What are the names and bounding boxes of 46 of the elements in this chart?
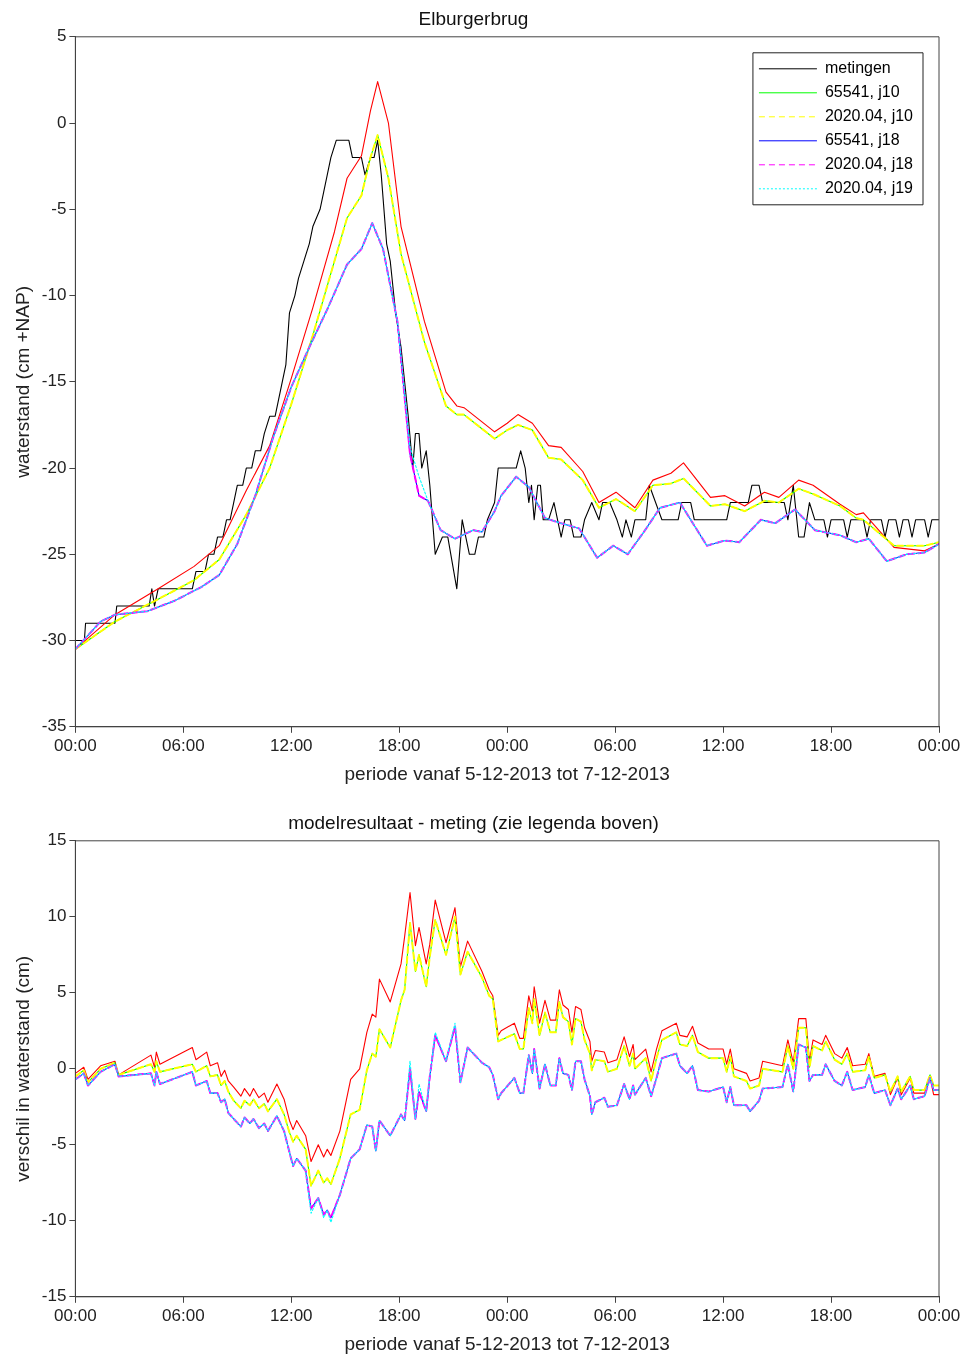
y-tick-label: -25 xyxy=(41,543,67,563)
x-tick-label: 06:00 xyxy=(593,1305,637,1325)
x-tick-label: 12:00 xyxy=(701,735,745,755)
legend-label: 2020.04, j10 xyxy=(824,107,914,125)
x-tick-label: 12:00 xyxy=(270,1305,313,1325)
x-tick-label: 18:00 xyxy=(809,735,853,755)
y-axis-title: verschil in waterstand (cm) xyxy=(11,955,33,1182)
y-tick-label: -5 xyxy=(51,1134,67,1154)
y-axis-title: waterstand (cm +NAP) xyxy=(11,285,33,479)
x-axis-title: periode vanaf 5-12-2013 tot 7-12-2013 xyxy=(344,762,670,784)
legend-label: 65541, j18 xyxy=(824,131,900,149)
y-tick-label: -15 xyxy=(41,1286,67,1306)
legend-label: 2020.04, j19 xyxy=(824,179,914,197)
y-tick-label: -10 xyxy=(41,1210,67,1230)
x-tick-label: 00:00 xyxy=(54,735,97,755)
legend-label: 2020.04, j18 xyxy=(824,155,914,173)
x-tick-label: 06:00 xyxy=(593,735,637,755)
x-tick-label: 00:00 xyxy=(485,1305,529,1325)
x-tick-label: 00:00 xyxy=(54,1305,97,1325)
y-tick-label: -15 xyxy=(41,371,67,391)
x-tick-label: 18:00 xyxy=(377,1305,421,1325)
legend-label: metingen xyxy=(824,59,891,77)
x-axis-title: periode vanaf 5-12-2013 tot 7-12-2013 xyxy=(344,1332,670,1354)
x-tick-label: 06:00 xyxy=(162,1305,205,1325)
legend-label: 65541, j10 xyxy=(824,83,900,101)
y-tick-label: 0 xyxy=(56,1058,67,1078)
y-tick-label: -30 xyxy=(41,630,67,650)
x-tick-label: 12:00 xyxy=(701,1305,745,1325)
x-tick-label: 00:00 xyxy=(485,735,529,755)
y-tick-label: -5 xyxy=(51,198,67,218)
y-tick-label: 10 xyxy=(47,906,67,926)
x-tick-label: 18:00 xyxy=(377,735,421,755)
y-tick-label: -35 xyxy=(41,716,67,736)
chart-title: Elburgerbrug xyxy=(418,7,529,29)
y-tick-label: 0 xyxy=(56,112,67,132)
x-tick-label: 00:00 xyxy=(917,735,961,755)
y-tick-label: 5 xyxy=(56,26,67,46)
y-tick-label: -10 xyxy=(41,285,67,305)
x-tick-label: 06:00 xyxy=(162,735,205,755)
x-tick-label: 00:00 xyxy=(917,1305,961,1325)
x-tick-label: 18:00 xyxy=(809,1305,853,1325)
y-tick-label: 5 xyxy=(56,982,67,1002)
y-tick-label: 15 xyxy=(47,830,67,850)
chart-title: modelresultaat - meting (zie legenda boven) xyxy=(288,811,659,833)
x-tick-label: 12:00 xyxy=(270,735,313,755)
y-tick-label: -20 xyxy=(41,457,67,477)
